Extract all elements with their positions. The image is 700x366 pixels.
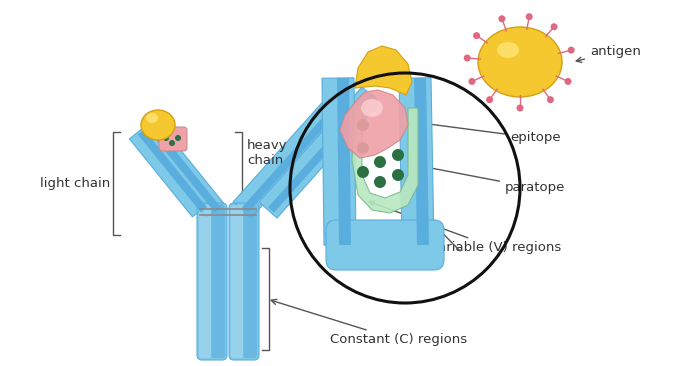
- Ellipse shape: [146, 113, 158, 123]
- FancyBboxPatch shape: [231, 205, 244, 358]
- Polygon shape: [242, 92, 351, 213]
- Circle shape: [517, 105, 524, 112]
- Circle shape: [392, 149, 404, 161]
- FancyBboxPatch shape: [326, 220, 444, 270]
- Circle shape: [163, 135, 169, 141]
- Circle shape: [357, 166, 369, 178]
- Circle shape: [374, 156, 386, 168]
- FancyBboxPatch shape: [197, 203, 227, 360]
- Circle shape: [568, 46, 575, 53]
- FancyBboxPatch shape: [229, 203, 259, 360]
- FancyBboxPatch shape: [211, 205, 225, 358]
- Polygon shape: [233, 87, 354, 218]
- Ellipse shape: [497, 42, 519, 58]
- Polygon shape: [268, 92, 377, 213]
- Ellipse shape: [141, 110, 175, 140]
- Polygon shape: [259, 87, 380, 218]
- Polygon shape: [144, 125, 223, 217]
- Circle shape: [551, 23, 558, 30]
- Polygon shape: [322, 78, 356, 245]
- Circle shape: [357, 142, 369, 154]
- Text: Variable (V) regions: Variable (V) regions: [369, 201, 561, 254]
- Text: light chain: light chain: [40, 176, 110, 190]
- Circle shape: [486, 96, 493, 103]
- Polygon shape: [355, 46, 412, 95]
- FancyBboxPatch shape: [159, 127, 187, 151]
- Circle shape: [169, 140, 175, 146]
- Text: paratope: paratope: [419, 164, 566, 194]
- Text: heavy
chain: heavy chain: [247, 139, 288, 167]
- Circle shape: [473, 32, 480, 39]
- Polygon shape: [152, 130, 221, 213]
- Polygon shape: [352, 105, 418, 213]
- Circle shape: [564, 78, 571, 85]
- Text: epitope: epitope: [402, 119, 561, 145]
- Polygon shape: [337, 78, 351, 245]
- FancyBboxPatch shape: [199, 205, 212, 358]
- Polygon shape: [138, 130, 207, 213]
- Circle shape: [526, 13, 533, 20]
- Ellipse shape: [361, 99, 383, 117]
- Text: Constant (C) regions: Constant (C) regions: [271, 299, 467, 347]
- Circle shape: [468, 78, 475, 85]
- Circle shape: [357, 119, 369, 131]
- Circle shape: [463, 55, 470, 61]
- Circle shape: [374, 176, 386, 188]
- Text: antigen: antigen: [576, 45, 641, 63]
- Ellipse shape: [478, 27, 562, 97]
- Polygon shape: [130, 125, 209, 217]
- Polygon shape: [340, 90, 408, 158]
- Circle shape: [392, 169, 404, 181]
- FancyBboxPatch shape: [243, 205, 257, 358]
- Circle shape: [498, 15, 505, 22]
- Polygon shape: [399, 78, 434, 245]
- Polygon shape: [414, 78, 429, 245]
- Circle shape: [175, 135, 181, 141]
- Circle shape: [547, 96, 554, 103]
